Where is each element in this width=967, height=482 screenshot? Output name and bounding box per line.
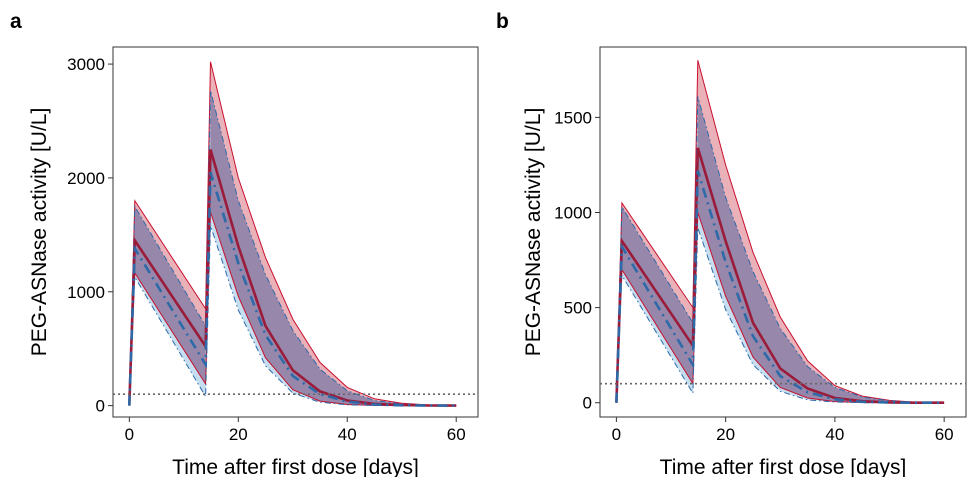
band-overlap-a-0 xyxy=(129,206,206,406)
y-tick-label-a: 3000 xyxy=(67,55,105,74)
y-tick-label-b: 1500 xyxy=(554,108,592,127)
x-tick-label-b: 0 xyxy=(612,425,621,444)
x-tick-label-b: 40 xyxy=(825,425,844,444)
x-axis-title-b: Time after first dose [days] xyxy=(660,456,907,477)
uncertainty-bands-b xyxy=(616,60,945,403)
x-axis-title-a: Time after first dose [days] xyxy=(172,456,419,477)
axes-a: 0 20 40 60 0 1000 2000 3000 xyxy=(67,55,465,444)
y-tick-label-b: 500 xyxy=(564,299,592,318)
x-tick-label-a: 40 xyxy=(338,425,357,444)
y-tick-label-b: 1000 xyxy=(554,204,592,223)
panel-b: b 0 20 40 60 0 500 1000 1500 Time after first d… xyxy=(496,10,967,479)
panel-a: a 0 20 40 60 0 1000 2000 3000 Time after first … xyxy=(10,10,479,479)
band-overlap-b-1 xyxy=(697,96,945,403)
x-tick-label-a: 0 xyxy=(125,425,134,444)
axes-b: 0 20 40 60 0 500 1000 1500 xyxy=(554,108,953,444)
x-tick-label-a: 60 xyxy=(447,425,466,444)
plot-frame-a xyxy=(112,46,479,418)
band-overlap-a-1 xyxy=(210,90,457,406)
median-lines-b xyxy=(615,60,945,405)
y-tick-label-a: 1000 xyxy=(67,283,105,302)
panel-letter-a: a xyxy=(10,10,22,33)
median-line-blue-b xyxy=(615,170,945,405)
y-tick-label-a: 2000 xyxy=(67,169,105,188)
y-axis-title-a: PEG-ASNase activity [U/L] xyxy=(28,108,51,357)
median-lines-a xyxy=(128,61,457,407)
plot-frame-b xyxy=(599,46,967,418)
y-tick-label-a: 0 xyxy=(96,397,105,416)
band-overlap-b-0 xyxy=(616,206,693,403)
x-tick-label-b: 60 xyxy=(935,425,954,444)
y-tick-label-b: 0 xyxy=(583,394,592,413)
x-tick-label-a: 20 xyxy=(229,425,248,444)
uncertainty-bands-a xyxy=(129,61,457,406)
x-tick-label-b: 20 xyxy=(716,425,735,444)
y-axis-title-b: PEG-ASNase activity [U/L] xyxy=(522,108,545,357)
panel-letter-b: b xyxy=(496,10,509,33)
median-line-blue-a xyxy=(128,171,457,407)
